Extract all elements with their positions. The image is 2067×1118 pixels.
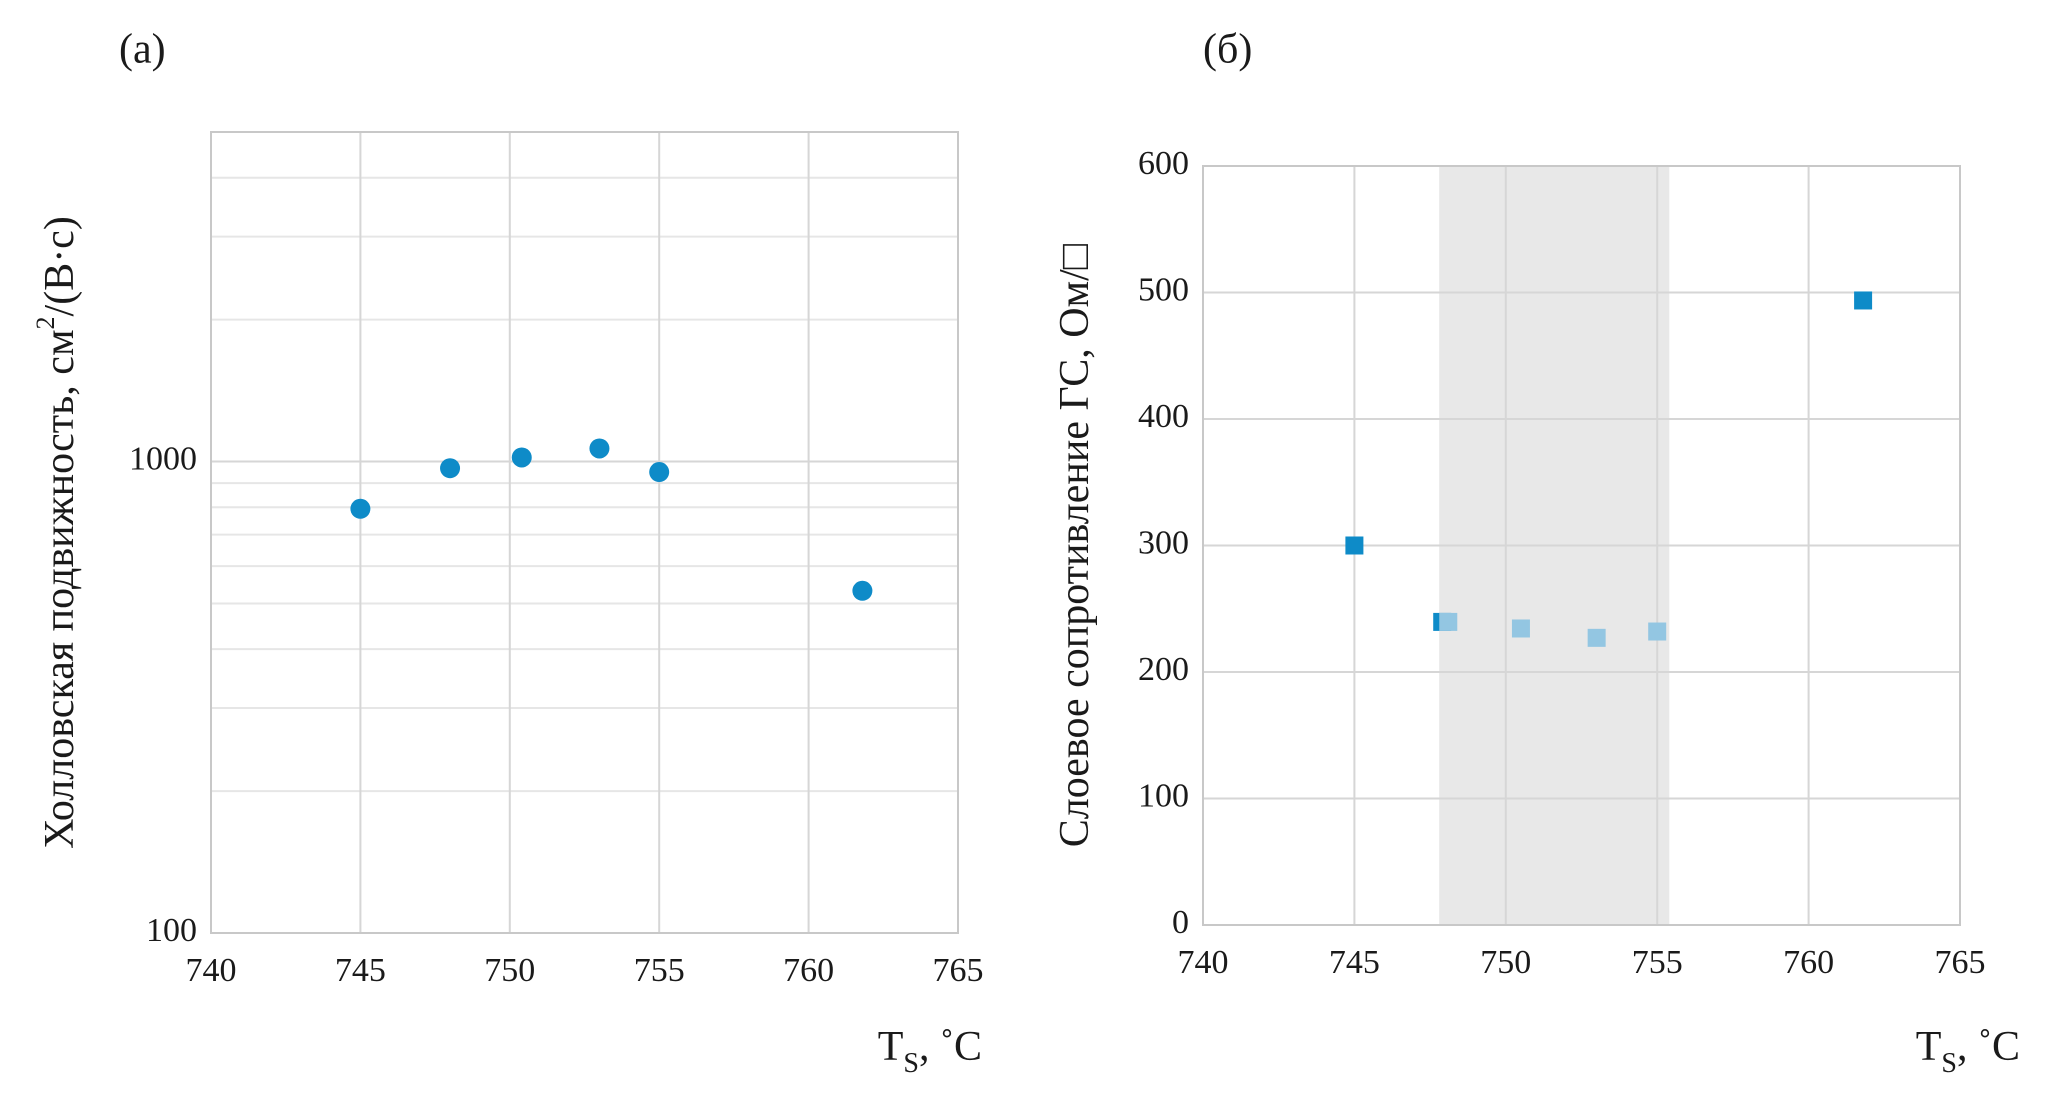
y-axis-label-text: Слоевое сопротивление ГС, Ом/□ <box>1052 243 1098 847</box>
y-tick-label: 400 <box>1138 398 1189 435</box>
plot-frame <box>210 131 959 934</box>
x-tick-label: 745 <box>335 952 386 989</box>
x-axis-label-rest: , ˚C <box>919 1024 982 1070</box>
point <box>511 447 532 468</box>
point <box>589 438 610 459</box>
x-tick-label: 750 <box>1480 944 1531 981</box>
y-tick-label: 1000 <box>129 440 197 477</box>
y-tick-label: 100 <box>1138 777 1189 814</box>
y-axis-label: Холловская подвижность, см2/(В·с) <box>31 216 82 849</box>
y-tick-label: 300 <box>1138 524 1189 561</box>
point <box>1345 536 1364 555</box>
x-tick-label: 745 <box>1329 944 1380 981</box>
point <box>649 462 670 483</box>
point <box>1648 622 1667 641</box>
point <box>1587 628 1606 647</box>
chart-panel: (а) 740 745 750 755 760 765 100 1000 Холловская п… <box>31 27 983 1079</box>
y-tick-label: 200 <box>1138 651 1189 688</box>
x-tick-label: 750 <box>484 952 535 989</box>
y-tick-label: 600 <box>1138 145 1189 182</box>
x-axis-label: TS, ˚C <box>1916 1024 2020 1079</box>
x-axis-label-sub: S <box>903 1048 919 1079</box>
x-tick-label: 755 <box>1632 944 1683 981</box>
panel-label: (а) <box>119 27 166 73</box>
x-axis-label-text: T <box>1916 1024 1942 1070</box>
point <box>1439 612 1458 631</box>
y-axis-label-sup: 2 <box>31 316 60 329</box>
point <box>440 458 461 479</box>
point <box>1854 291 1873 310</box>
point <box>350 498 371 519</box>
panel-label: (б) <box>1203 27 1252 73</box>
y-tick-label: 500 <box>1138 271 1189 308</box>
x-axis-label-sub: S <box>1941 1048 1957 1079</box>
y-axis-label: Слоевое сопротивление ГС, Ом/□ <box>1052 243 1098 847</box>
x-axis-label-text: T <box>878 1024 904 1070</box>
x-tick-label: 765 <box>933 952 984 989</box>
point <box>852 580 873 601</box>
y-axis-label-rest: /(В·с) <box>37 216 83 316</box>
plot-frame <box>1202 165 1961 926</box>
x-tick-label: 740 <box>186 952 237 989</box>
x-tick-label: 740 <box>1178 944 1229 981</box>
chart-panel: (б) 740 745 750 755 760 765 0 100 200 300 400 500 600… <box>1052 27 2020 1079</box>
x-tick-label: 760 <box>783 952 834 989</box>
y-tick-label: 100 <box>146 912 197 949</box>
point <box>1511 619 1530 638</box>
x-tick-label: 760 <box>1783 944 1834 981</box>
y-axis-label-text: Холловская подвижность, см <box>37 329 83 848</box>
x-tick-label: 755 <box>634 952 685 989</box>
x-axis-label-rest: , ˚C <box>1957 1024 2020 1070</box>
x-axis-label: TS, ˚C <box>878 1024 982 1079</box>
y-tick-label: 0 <box>1172 904 1189 941</box>
x-tick-label: 765 <box>1935 944 1986 981</box>
